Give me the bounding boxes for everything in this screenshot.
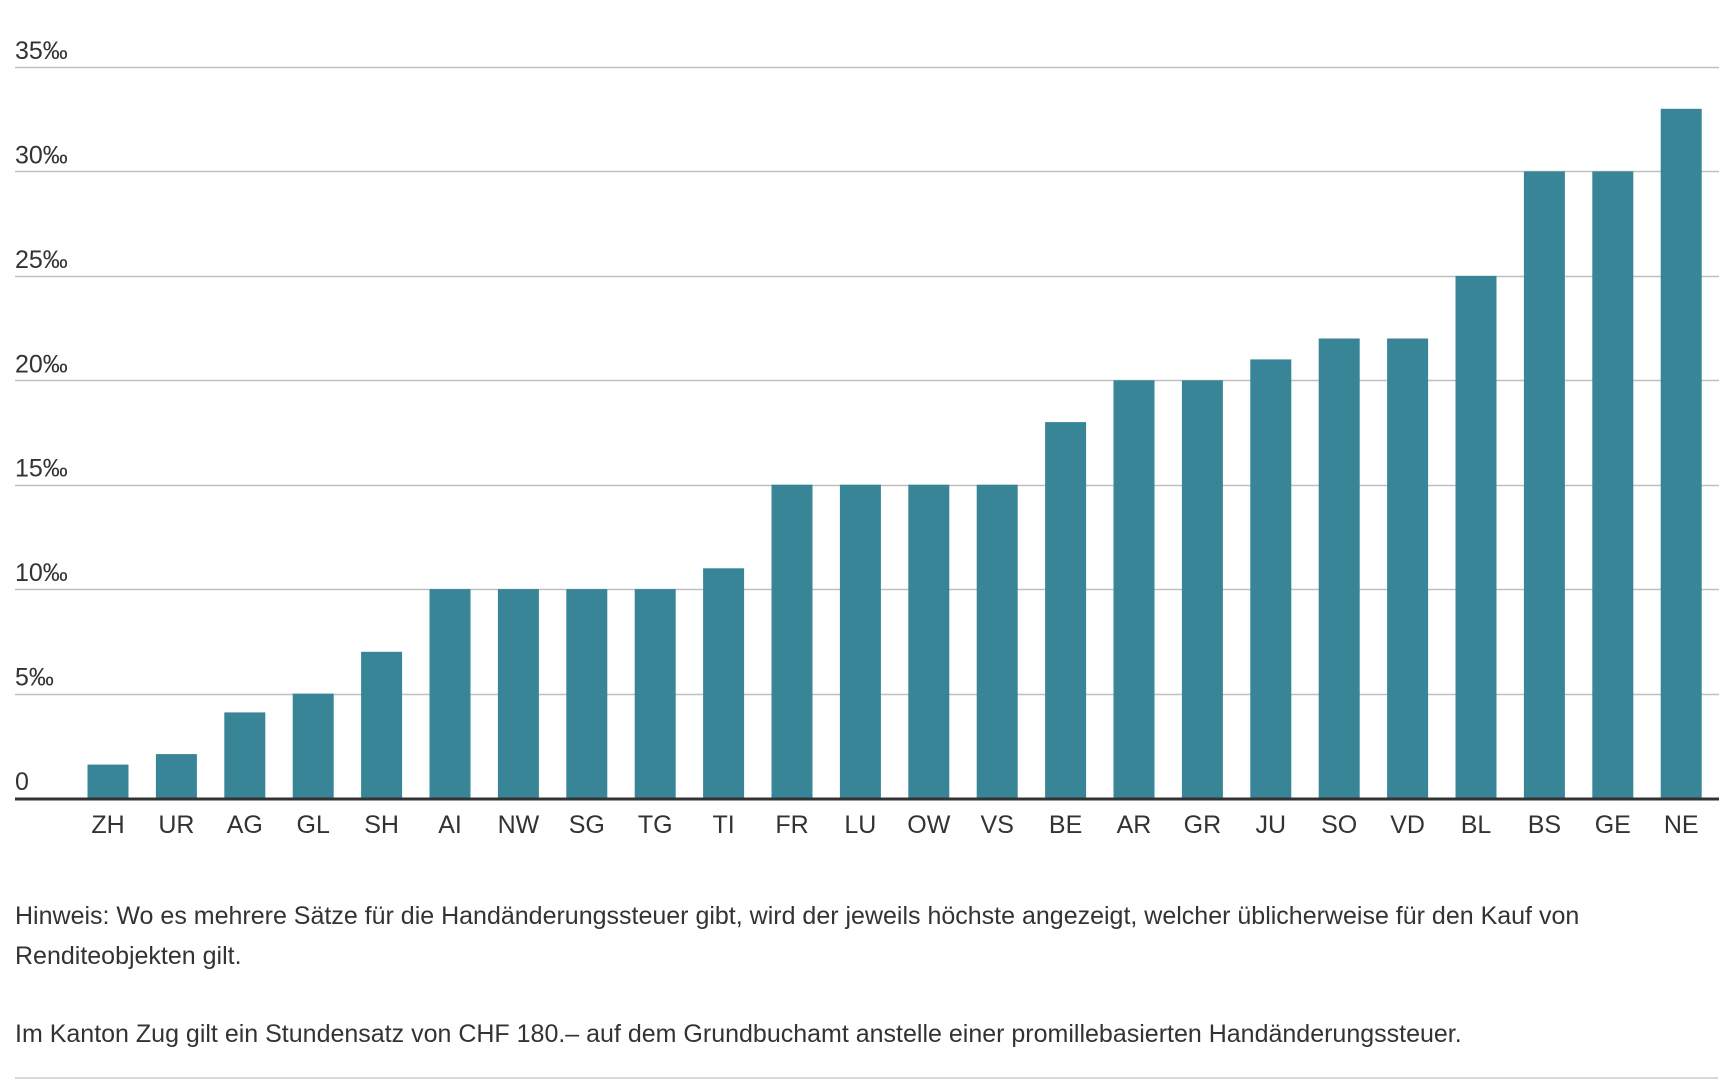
bars (87, 108, 1702, 799)
bar-gl (292, 693, 334, 798)
bar-vd (1387, 338, 1429, 798)
chart-notes: Hinweis: Wo es mehrere Sätze für die Han… (15, 896, 1715, 1048)
bar-sh (361, 651, 403, 798)
y-tick-label: 10‰ (15, 559, 68, 587)
x-tick-label: OW (907, 811, 950, 839)
x-tick-label: JU (1256, 811, 1287, 839)
bar-ne (1660, 108, 1702, 799)
y-tick-label: 0 (15, 768, 29, 796)
bar-zh (87, 764, 129, 798)
bar-be (1045, 422, 1087, 798)
x-tick-label: SH (364, 811, 399, 839)
hint-note: Hinweis: Wo es mehrere Sätze für die Han… (15, 902, 1580, 970)
x-tick-label: AG (227, 811, 263, 839)
x-tick-label: FR (775, 811, 808, 839)
bar-so (1318, 338, 1360, 798)
y-tick-label: 35‰ (15, 37, 68, 65)
x-tick-label: GR (1184, 811, 1222, 839)
y-tick-label: 30‰ (15, 141, 68, 169)
x-tick-label: BS (1528, 811, 1561, 839)
x-tick-label: BL (1461, 811, 1492, 839)
bottom-divider (15, 1077, 1718, 1079)
x-tick-label: LU (844, 811, 876, 839)
bar-ge (1592, 171, 1634, 798)
bar-ai (429, 589, 471, 798)
y-tick-label: 5‰ (15, 664, 54, 692)
x-tick-label: AR (1117, 811, 1152, 839)
y-tick-label: 15‰ (15, 455, 68, 483)
x-tick-label: VD (1390, 811, 1425, 839)
x-tick-label: SO (1321, 811, 1357, 839)
bar-ur (155, 754, 197, 798)
bar-fr (771, 484, 813, 798)
bar-ar (1113, 380, 1155, 798)
x-axis-ticks: ZH UR AG GL SH AI NW SG TG TI FR LU OW VS BE AR GR JU SO VD… (91, 811, 1698, 839)
x-tick-label: NW (498, 811, 540, 839)
x-tick-label: GE (1595, 811, 1631, 839)
bar-sg (566, 589, 608, 798)
bar-gr (1181, 380, 1223, 798)
y-axis-ticks: 0 5‰ 10‰ 15‰ 20‰ 25‰ 30‰ 35‰ (15, 37, 68, 796)
x-tick-label: SG (569, 811, 605, 839)
bar-lu (839, 484, 881, 798)
y-tick-label: 20‰ (15, 350, 68, 378)
zug-note: Im Kanton Zug gilt ein Stundensatz von C… (15, 1020, 1462, 1048)
bar-ag (224, 712, 266, 798)
bar-vs (976, 484, 1018, 798)
bar-nw (497, 589, 539, 798)
bar-ju (1250, 359, 1292, 798)
x-tick-label: VS (981, 811, 1014, 839)
bar-bl (1455, 275, 1497, 798)
x-tick-label: BE (1049, 811, 1082, 839)
bar-ow (908, 484, 950, 798)
bar-tg (634, 589, 676, 798)
x-tick-label: UR (158, 811, 194, 839)
bar-bs (1523, 171, 1565, 798)
bar-ti (703, 568, 745, 798)
y-tick-label: 25‰ (15, 246, 68, 274)
x-tick-label: TI (712, 811, 734, 839)
x-tick-label: GL (297, 811, 330, 839)
x-tick-label: TG (638, 811, 673, 839)
x-tick-label: ZH (91, 811, 124, 839)
bar-chart: 0 5‰ 10‰ 15‰ 20‰ 25‰ 30‰ 35‰ ZH UR AG GL SH AI NW SG TG… (15, 37, 1719, 839)
x-tick-label: AI (438, 811, 462, 839)
x-tick-label: NE (1664, 811, 1699, 839)
